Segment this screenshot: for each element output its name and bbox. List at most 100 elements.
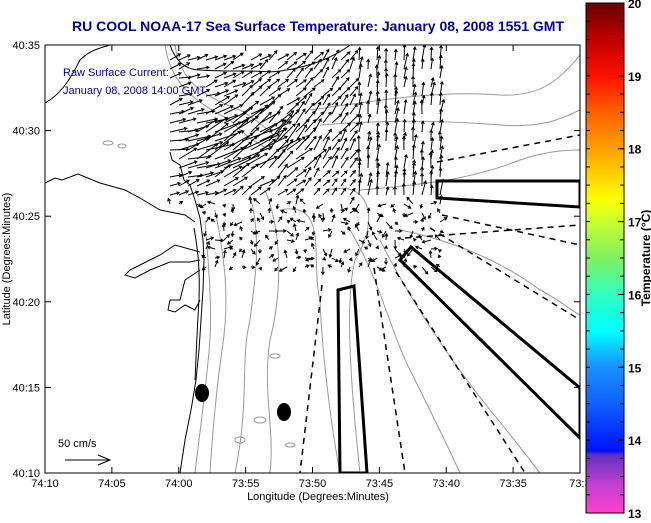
current-arrow bbox=[232, 52, 244, 61]
colorbar-axis: 20 19 18 17 16 15 14 13 bbox=[586, 0, 642, 521]
current-arrow bbox=[366, 207, 371, 214]
current-arrow bbox=[214, 89, 230, 97]
current-arrow bbox=[428, 151, 433, 169]
current-arrow bbox=[367, 130, 372, 142]
current-arrow bbox=[356, 134, 361, 151]
current-arrow bbox=[286, 122, 301, 142]
current-arrow bbox=[268, 105, 284, 124]
current-arrow bbox=[169, 126, 188, 133]
current-arrow bbox=[259, 58, 269, 70]
current-arrow bbox=[412, 100, 417, 115]
current-arrow bbox=[250, 111, 273, 133]
current-arrow bbox=[421, 156, 425, 169]
current-arrow bbox=[232, 176, 249, 187]
current-arrow bbox=[363, 246, 369, 251]
current-arrow bbox=[384, 109, 389, 124]
current-arrow bbox=[331, 49, 340, 61]
current-arrow bbox=[277, 163, 288, 178]
current-arrow bbox=[206, 200, 216, 205]
current-arrow bbox=[304, 49, 314, 61]
current-arrow bbox=[340, 128, 347, 142]
current-arrow bbox=[421, 212, 426, 221]
current-arrow bbox=[357, 178, 362, 196]
current-arrow bbox=[331, 170, 340, 178]
current-arrow bbox=[372, 231, 378, 241]
current-arrow bbox=[313, 167, 320, 178]
current-arrow bbox=[367, 178, 373, 196]
current-arrow bbox=[376, 143, 381, 160]
current-arrow bbox=[196, 117, 219, 124]
current-arrow bbox=[349, 56, 355, 70]
current-arrow bbox=[241, 185, 253, 196]
current-arrow bbox=[412, 161, 417, 178]
current-arrow bbox=[241, 70, 254, 79]
current-arrow bbox=[358, 113, 362, 124]
current-arrow bbox=[241, 249, 246, 259]
current-arrow bbox=[349, 93, 356, 106]
current-arrow bbox=[340, 58, 350, 70]
current-arrow bbox=[376, 170, 381, 187]
colorbar-tick-label: 14 bbox=[628, 434, 642, 448]
current-arrow bbox=[411, 62, 416, 79]
current-arrow bbox=[340, 137, 348, 151]
current-arrow bbox=[187, 179, 200, 187]
current-arrow bbox=[429, 184, 434, 196]
current-arrow bbox=[259, 85, 272, 97]
current-arrow bbox=[304, 61, 316, 70]
current-arrow bbox=[321, 212, 326, 222]
current-arrow bbox=[178, 190, 190, 196]
current-arrow bbox=[196, 89, 211, 97]
current-arrow bbox=[187, 137, 210, 151]
current-arrow bbox=[394, 254, 403, 259]
current-arrow bbox=[214, 105, 234, 115]
current-arrow bbox=[347, 226, 351, 232]
current-arrow bbox=[272, 257, 279, 262]
current-arrow bbox=[331, 155, 339, 169]
current-arrow bbox=[322, 93, 331, 106]
current-arrow bbox=[411, 126, 416, 141]
current-arrow bbox=[241, 129, 274, 142]
current-arrow bbox=[343, 248, 351, 253]
current-arrow bbox=[376, 133, 381, 151]
current-arrow bbox=[349, 178, 356, 187]
current-arrow bbox=[223, 79, 237, 88]
current-arrow bbox=[402, 45, 407, 61]
current-arrow bbox=[214, 54, 228, 61]
current-arrow bbox=[322, 248, 328, 257]
current-arrow bbox=[201, 266, 207, 271]
current-arrow bbox=[347, 266, 352, 273]
current-arrow bbox=[250, 176, 265, 187]
current-arrow bbox=[313, 135, 322, 151]
current-arrow bbox=[428, 250, 433, 259]
current-arrow bbox=[438, 167, 443, 178]
current-arrow bbox=[205, 159, 232, 169]
current-arrow bbox=[294, 248, 299, 255]
current-arrow bbox=[393, 262, 398, 268]
current-arrow bbox=[286, 230, 294, 237]
current-arrow bbox=[196, 191, 210, 196]
current-arrow bbox=[355, 248, 360, 257]
current-arrow bbox=[437, 207, 441, 214]
current-arrow bbox=[322, 66, 330, 79]
current-arrow bbox=[349, 49, 359, 61]
current-arrow bbox=[411, 143, 416, 160]
current-arrow bbox=[393, 73, 398, 88]
current-arrow bbox=[248, 196, 253, 205]
colorbar-tick-label: 13 bbox=[628, 507, 642, 518]
current-arrow bbox=[206, 245, 216, 250]
current-arrow bbox=[187, 161, 210, 169]
current-arrow bbox=[367, 172, 373, 187]
current-arrow bbox=[376, 162, 381, 178]
current-arrow bbox=[283, 249, 288, 259]
current-arrow bbox=[393, 239, 398, 250]
current-arrow bbox=[329, 207, 334, 214]
current-arrow bbox=[420, 120, 425, 133]
current-arrow bbox=[286, 167, 299, 178]
current-arrow bbox=[187, 55, 201, 61]
current-arrow bbox=[310, 242, 315, 250]
current-arrow bbox=[295, 179, 307, 187]
current-arrow bbox=[385, 170, 390, 187]
colorbar-tick-label: 17 bbox=[628, 216, 642, 230]
